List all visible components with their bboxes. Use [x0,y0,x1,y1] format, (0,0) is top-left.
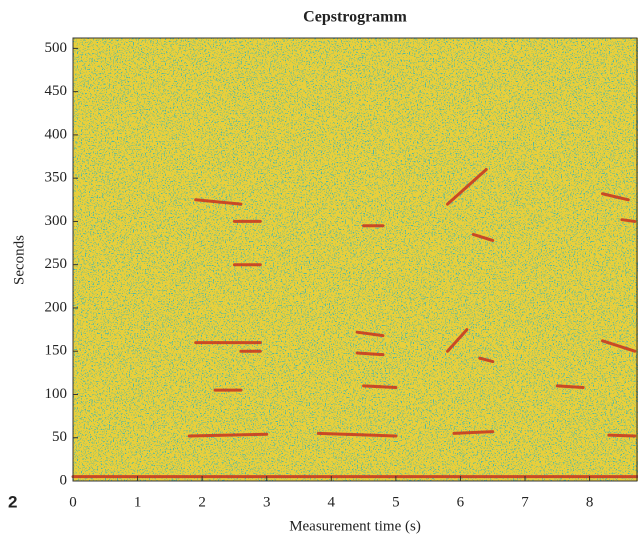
x-tick-label: 1 [134,494,142,510]
cepstral-trace [620,218,637,223]
heatmap-texture [73,38,638,481]
cepstral-trace [607,433,637,438]
x-tick-label: 6 [457,494,465,510]
figure-label: 2 [8,492,17,511]
cepstral-trace [446,168,488,206]
x-tick-label: 8 [586,494,594,510]
cepstral-trace [555,384,585,390]
cepstral-trace [600,192,630,202]
cepstral-trace [316,431,398,438]
y-tick-label: 500 [45,40,68,56]
plot-frame [72,37,638,482]
cepstral-trace [362,384,398,390]
cepstral-trace [600,339,637,353]
y-tick-label: 450 [45,83,68,99]
x-tick-label: 7 [521,494,529,510]
x-tick-label: 5 [392,494,400,510]
cepstral-trace [452,430,495,435]
x-tick-label: 0 [69,494,77,510]
y-tick-label: 150 [45,343,68,359]
y-tick-label: 300 [45,213,68,229]
cepstral-trace [478,356,495,364]
x-tick-label: 2 [198,494,206,510]
cepstral-trace [187,432,269,438]
chart-title: Cepstrogramm [303,9,407,26]
x-tick-label: 4 [328,494,336,510]
y-tick-label: 50 [52,429,67,445]
cepstral-trace [446,328,469,353]
cepstral-trace [471,232,495,242]
y-axis-label: Seconds [11,235,27,285]
cepstral-trace [355,351,385,357]
y-tick-label: 100 [45,386,68,402]
y-tick-label: 350 [45,170,68,186]
cepstral-trace [194,198,243,206]
y-tick-label: 250 [45,256,68,272]
y-tick-label: 400 [45,126,68,142]
y-tick-label: 0 [60,472,68,488]
x-axis-label: Measurement time (s) [289,518,421,534]
cepstral-trace [355,330,385,338]
y-tick-label: 200 [45,299,68,315]
x-tick-label: 3 [263,494,271,510]
